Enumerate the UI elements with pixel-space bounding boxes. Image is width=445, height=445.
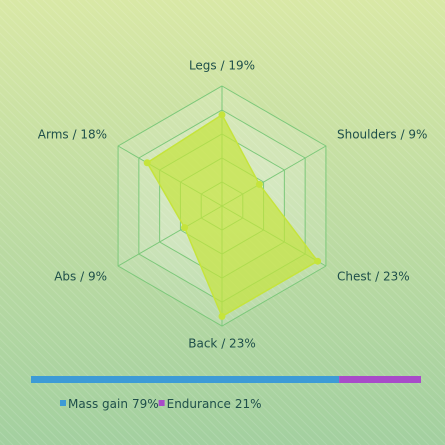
bar-segment bbox=[339, 376, 421, 383]
category-label: Shoulders / 9% bbox=[337, 128, 427, 142]
legend-label: Mass gain 79% bbox=[68, 397, 159, 411]
data-point bbox=[143, 159, 151, 167]
category-label: Legs / 19% bbox=[189, 59, 255, 73]
legend-item: Endurance 21% bbox=[158, 397, 262, 411]
legend-item: Mass gain 79% bbox=[60, 397, 159, 411]
data-point bbox=[255, 180, 263, 188]
legend-swatch bbox=[158, 400, 165, 406]
legend-label: Endurance 21% bbox=[167, 397, 262, 411]
data-point bbox=[181, 224, 189, 232]
legend-name: Endurance bbox=[167, 397, 231, 411]
legend-value: 79% bbox=[132, 397, 159, 411]
legend-name: Mass gain bbox=[68, 397, 128, 411]
category-label: Chest / 23% bbox=[337, 270, 410, 284]
legend-swatch bbox=[60, 400, 66, 406]
category-label: Back / 23% bbox=[188, 337, 255, 351]
category-label: Arms / 18% bbox=[38, 128, 107, 142]
data-point bbox=[314, 257, 322, 265]
data-point bbox=[218, 111, 226, 119]
data-point bbox=[218, 312, 226, 320]
legend-value: 21% bbox=[235, 397, 262, 411]
category-label: Abs / 9% bbox=[54, 270, 107, 284]
bar-segment bbox=[31, 376, 340, 383]
